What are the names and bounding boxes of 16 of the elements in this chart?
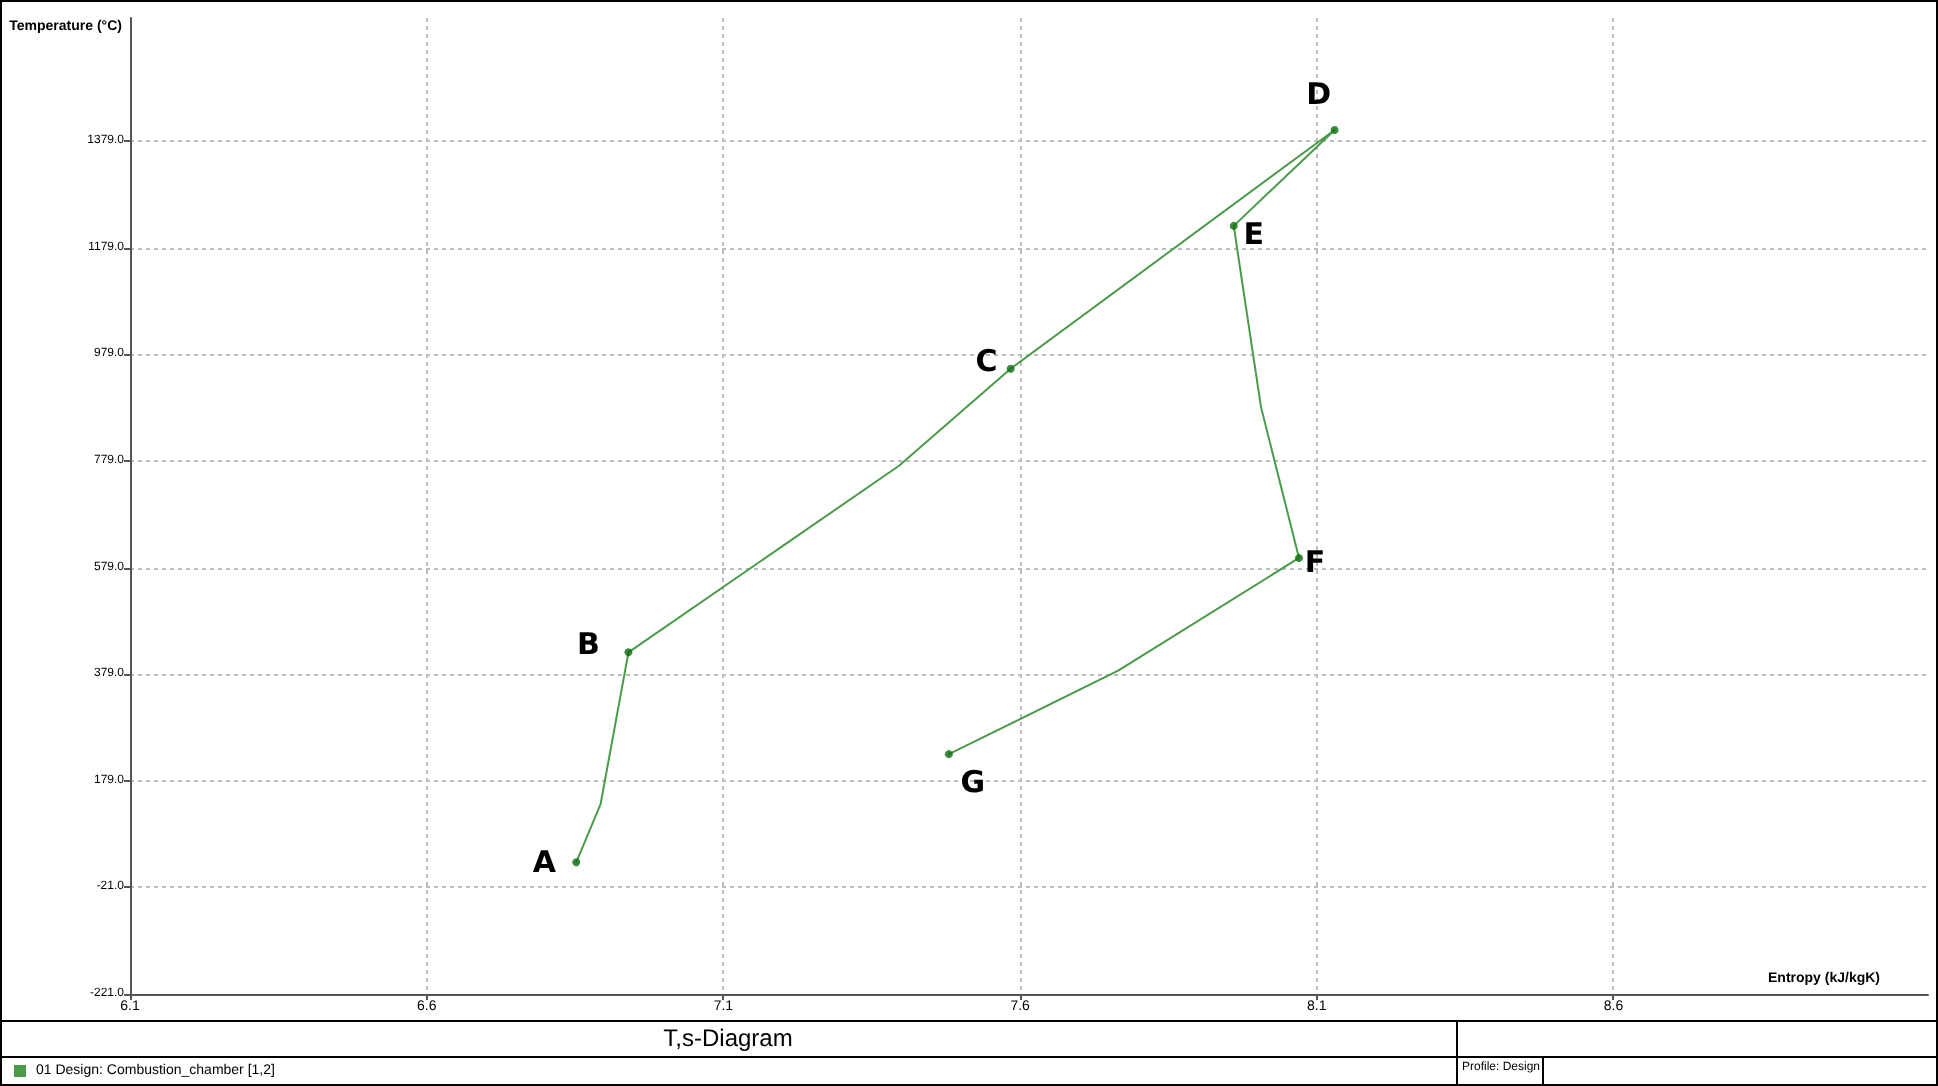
point bbox=[1229, 221, 1238, 230]
point bbox=[1330, 125, 1339, 134]
point bbox=[624, 648, 633, 657]
annotation: C bbox=[975, 342, 998, 379]
line-series bbox=[575, 128, 1336, 864]
annotation: B bbox=[577, 626, 600, 663]
annotation: F bbox=[1304, 543, 1326, 580]
annotation: D bbox=[1306, 75, 1332, 112]
annotation: A bbox=[532, 844, 557, 881]
point bbox=[1295, 553, 1303, 562]
text: T,s-Diagram bbox=[663, 1024, 793, 1052]
point bbox=[572, 858, 581, 867]
point bbox=[944, 750, 953, 759]
annotation: G bbox=[960, 764, 986, 801]
annotation: E bbox=[1243, 215, 1264, 252]
point bbox=[1006, 364, 1015, 373]
